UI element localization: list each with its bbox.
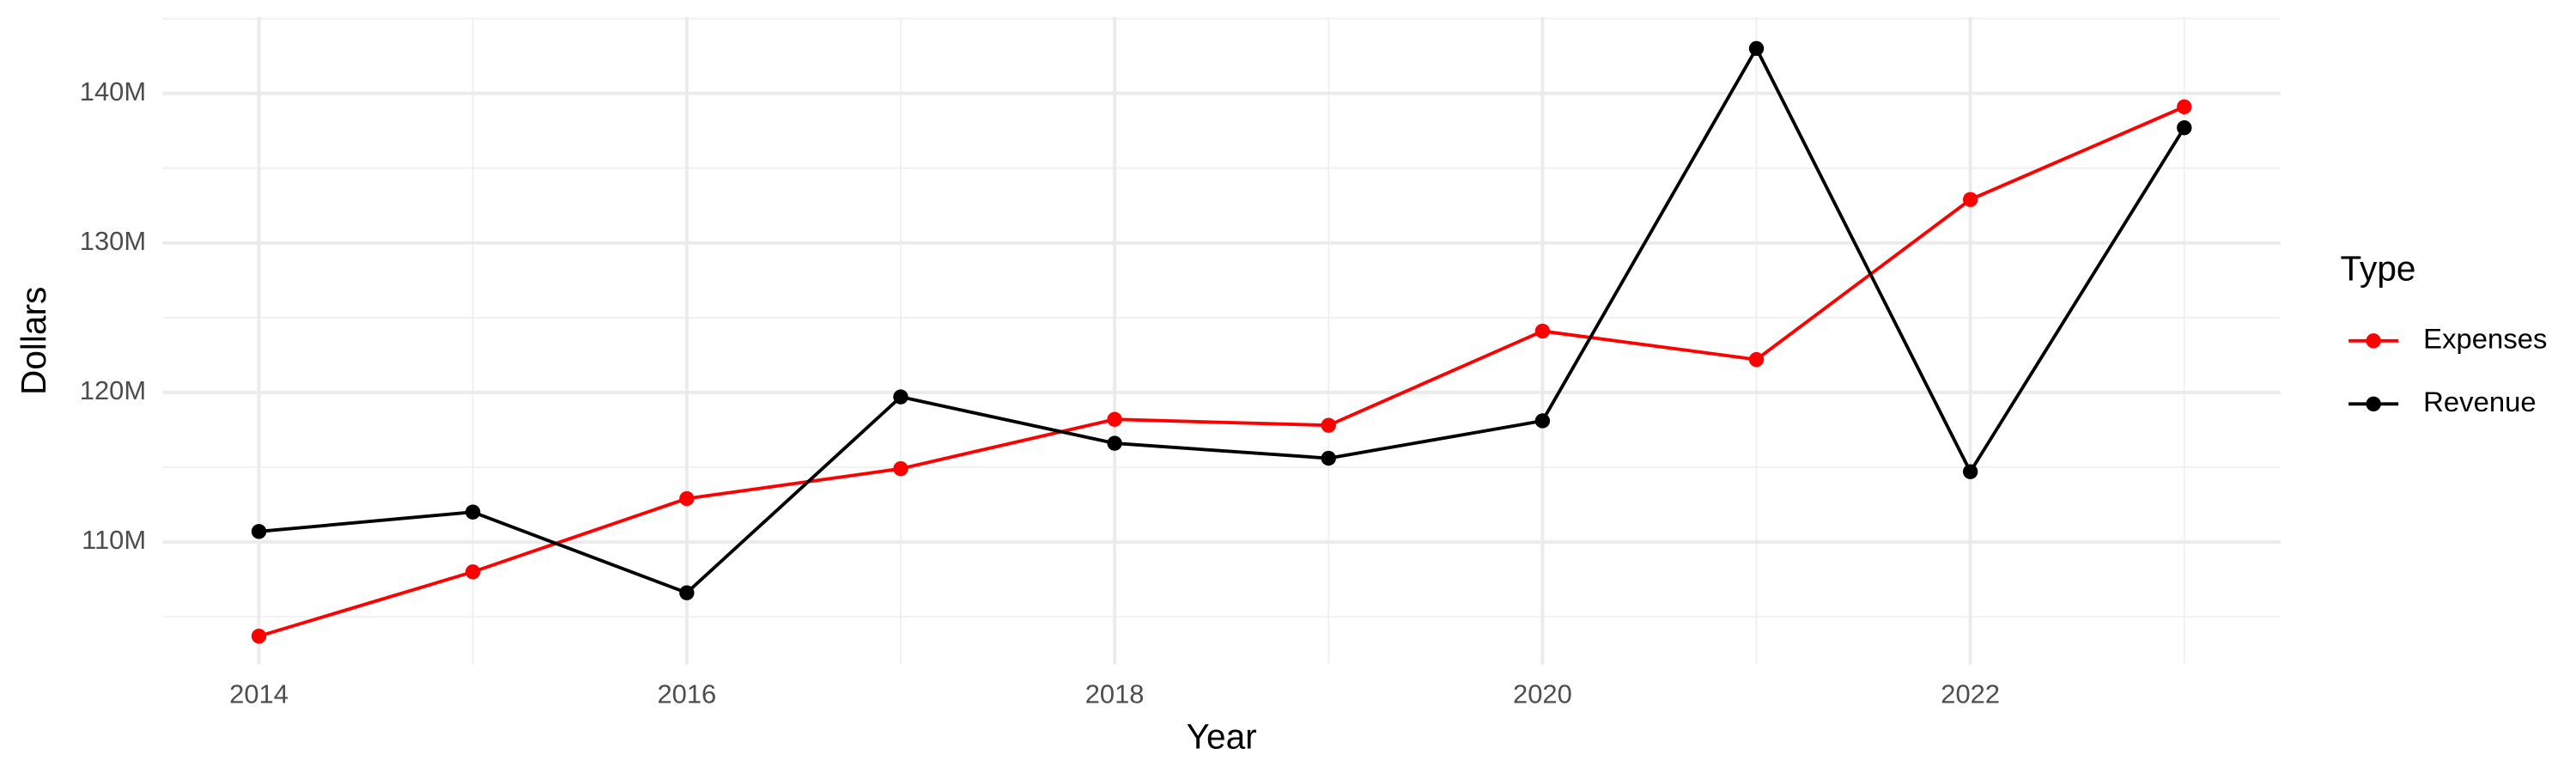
y-axis-title: Dollars bbox=[14, 287, 53, 395]
y-tick-label: 110M bbox=[82, 525, 146, 555]
data-point bbox=[1321, 417, 1336, 433]
data-point bbox=[465, 504, 481, 520]
data-point bbox=[465, 564, 481, 580]
x-tick-label: 2022 bbox=[1941, 679, 2000, 709]
data-point bbox=[893, 389, 908, 405]
data-point bbox=[251, 628, 267, 644]
legend-label: Revenue bbox=[2423, 386, 2537, 417]
data-point bbox=[1534, 413, 1551, 429]
data-point bbox=[2177, 120, 2192, 136]
x-tick-label: 2020 bbox=[1513, 679, 1572, 709]
x-tick-label: 2018 bbox=[1085, 679, 1145, 709]
x-axis-title: Year bbox=[1187, 716, 1257, 756]
data-point bbox=[1107, 435, 1122, 451]
data-point bbox=[679, 585, 695, 600]
y-tick-label: 120M bbox=[80, 375, 146, 405]
x-tick-label: 2014 bbox=[229, 679, 289, 709]
legend-title: Type bbox=[2341, 248, 2416, 288]
data-point bbox=[679, 490, 695, 507]
data-point bbox=[1962, 464, 1978, 479]
legend-label: Expenses bbox=[2423, 323, 2547, 355]
y-tick-label: 140M bbox=[80, 76, 146, 107]
legend-point bbox=[2366, 333, 2381, 349]
data-point bbox=[1748, 40, 1765, 57]
data-point bbox=[1748, 351, 1765, 368]
data-point bbox=[2177, 99, 2192, 115]
data-point bbox=[1321, 450, 1336, 466]
data-point bbox=[1534, 323, 1551, 339]
grid bbox=[162, 16, 2281, 665]
x-tick-label: 2016 bbox=[657, 679, 716, 709]
series-line bbox=[258, 105, 2185, 638]
data-point bbox=[1962, 192, 1978, 208]
series-line bbox=[258, 45, 2186, 595]
data-point bbox=[1107, 411, 1122, 427]
y-tick-label: 130M bbox=[80, 226, 146, 256]
legend-point bbox=[2366, 396, 2381, 411]
data-point bbox=[251, 524, 267, 539]
data-point bbox=[893, 461, 908, 477]
